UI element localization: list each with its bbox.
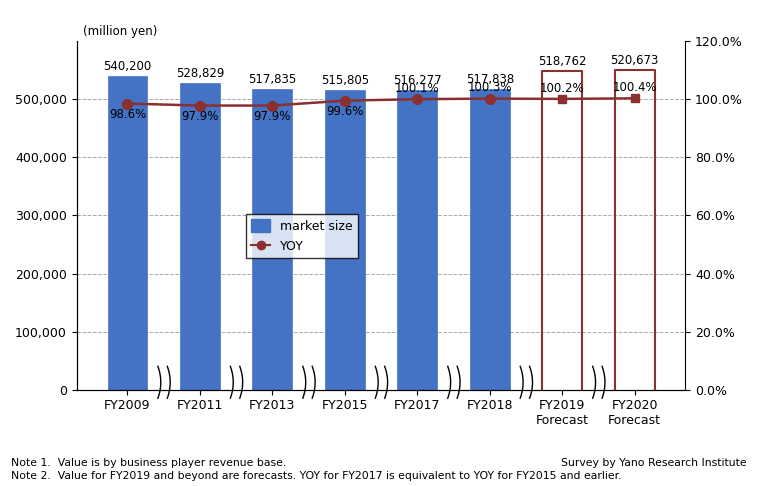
Text: 100.3%: 100.3% [468,81,512,94]
Text: 517,835: 517,835 [248,73,296,86]
Text: 540,200: 540,200 [103,60,152,73]
Text: 518,762: 518,762 [538,55,587,69]
Text: Note 2.  Value for FY2019 and beyond are forecasts. YOY for FY2017 is equivalent: Note 2. Value for FY2019 and beyond are … [11,471,622,481]
Text: Note 1.  Value is by business player revenue base.: Note 1. Value is by business player reve… [11,457,287,468]
Bar [470,89,509,390]
Text: 515,805: 515,805 [321,74,369,87]
Text: 517,838: 517,838 [465,73,514,86]
Text: 97.9%: 97.9% [254,110,291,123]
Text: 98.6%: 98.6% [109,108,146,121]
Bar [252,89,293,390]
Bar [180,83,220,390]
Text: 516,277: 516,277 [393,74,442,87]
Text: 520,673: 520,673 [610,54,659,67]
Text: 100.2%: 100.2% [540,82,584,95]
Text: 99.6%: 99.6% [326,105,364,118]
Text: 97.9%: 97.9% [181,110,218,123]
Text: Survey by Yano Research Institute: Survey by Yano Research Institute [561,457,747,468]
Text: 100.4%: 100.4% [612,81,657,94]
Legend: market size, YOY: market size, YOY [246,214,358,258]
Text: 528,829: 528,829 [176,67,224,80]
Bar [108,76,147,390]
Text: 100.1%: 100.1% [395,82,440,95]
Bar [325,90,365,390]
Text: (million yen): (million yen) [83,25,157,38]
Bar [397,90,437,390]
